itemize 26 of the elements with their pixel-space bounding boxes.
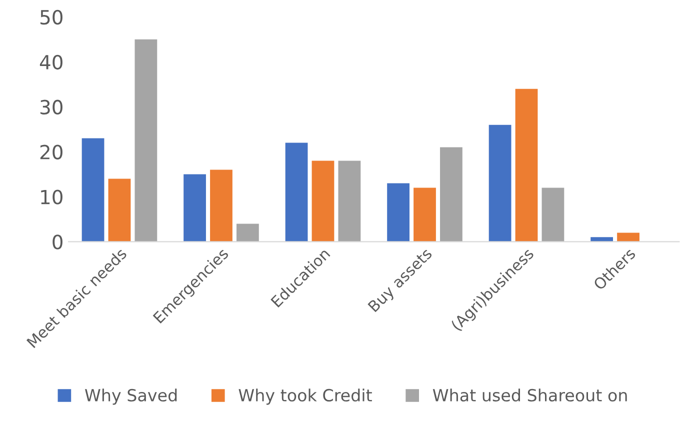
bar	[236, 224, 259, 242]
bar	[184, 174, 206, 242]
bar	[312, 160, 334, 242]
bar	[515, 88, 538, 242]
bar	[414, 188, 436, 242]
bar	[338, 160, 361, 242]
legend-label: Why took Credit	[238, 388, 372, 405]
bar	[387, 183, 410, 242]
y-tick-label: 50	[40, 10, 62, 25]
bar	[590, 237, 613, 242]
bar	[542, 188, 564, 242]
bar	[210, 170, 232, 242]
bar	[488, 124, 512, 242]
y-tick-label: 20	[40, 144, 62, 160]
y-tick-label: 30	[40, 100, 62, 115]
legend-label: What used Shareout on	[432, 388, 627, 402]
bar	[82, 138, 104, 242]
y-tick-label: 10	[41, 190, 62, 204]
y-tick-label: 0	[52, 234, 62, 250]
bar	[285, 142, 308, 242]
bar	[440, 147, 462, 242]
legend-label: Why Saved	[84, 388, 177, 405]
bar	[108, 178, 131, 242]
bar	[617, 232, 640, 242]
bar	[134, 39, 158, 242]
y-tick-label: 40	[40, 54, 62, 70]
